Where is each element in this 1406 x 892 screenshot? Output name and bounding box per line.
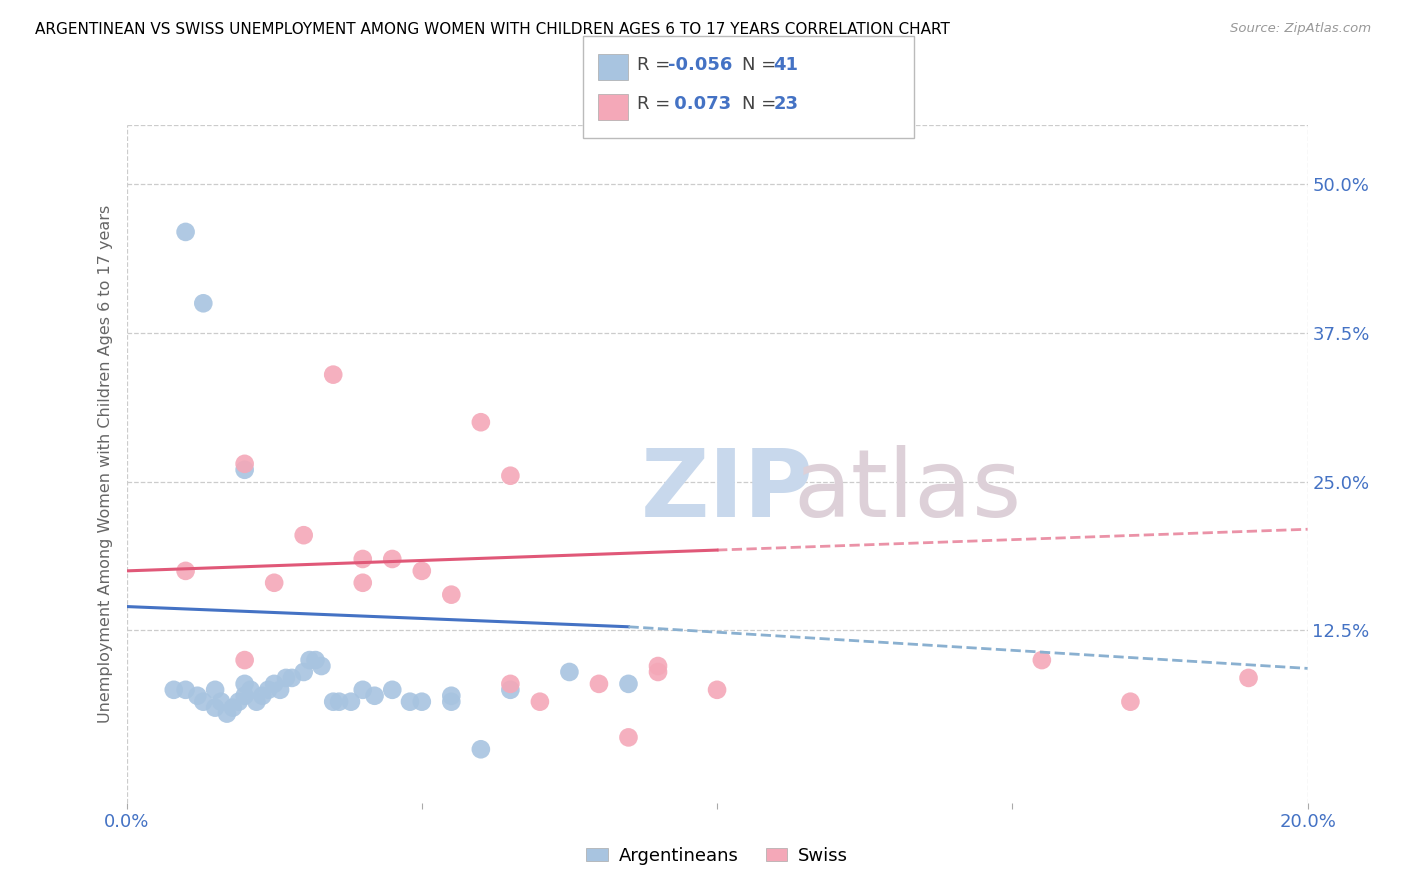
Point — [263, 575, 285, 590]
Point — [233, 457, 256, 471]
Point — [186, 689, 208, 703]
Point — [222, 700, 245, 714]
Text: N =: N = — [742, 95, 782, 113]
Point — [233, 677, 256, 691]
Text: R =: R = — [637, 56, 676, 74]
Point — [328, 695, 350, 709]
Point — [411, 695, 433, 709]
Point — [209, 695, 232, 709]
Text: ARGENTINEAN VS SWISS UNEMPLOYMENT AMONG WOMEN WITH CHILDREN AGES 6 TO 17 YEARS C: ARGENTINEAN VS SWISS UNEMPLOYMENT AMONG … — [35, 22, 950, 37]
Point — [499, 468, 522, 483]
Point — [617, 677, 640, 691]
Text: R =: R = — [637, 95, 676, 113]
Text: Source: ZipAtlas.com: Source: ZipAtlas.com — [1230, 22, 1371, 36]
Text: 41: 41 — [773, 56, 799, 74]
Text: ZIP: ZIP — [640, 445, 813, 537]
Point — [440, 695, 463, 709]
Point — [558, 665, 581, 679]
Point — [193, 296, 215, 310]
Text: -0.056: -0.056 — [668, 56, 733, 74]
Point — [163, 682, 186, 697]
Point — [233, 653, 256, 667]
Point — [263, 677, 285, 691]
Point — [274, 671, 297, 685]
Point — [617, 731, 640, 745]
Point — [322, 695, 344, 709]
Point — [1237, 671, 1260, 685]
Y-axis label: Unemployment Among Women with Children Ages 6 to 17 years: Unemployment Among Women with Children A… — [97, 205, 112, 723]
Point — [298, 653, 321, 667]
Point — [352, 575, 374, 590]
Point — [352, 682, 374, 697]
Point — [174, 564, 197, 578]
Point — [311, 659, 333, 673]
Point — [233, 689, 256, 703]
Legend: Argentineans, Swiss: Argentineans, Swiss — [579, 839, 855, 871]
Point — [292, 665, 315, 679]
Point — [381, 552, 404, 566]
Point — [257, 682, 280, 697]
Point — [363, 689, 385, 703]
Point — [252, 689, 274, 703]
Point — [499, 682, 522, 697]
Point — [381, 682, 404, 697]
Point — [647, 665, 669, 679]
Point — [1031, 653, 1053, 667]
Point — [340, 695, 363, 709]
Text: 0.073: 0.073 — [668, 95, 731, 113]
Text: 23: 23 — [773, 95, 799, 113]
Point — [174, 225, 197, 239]
Point — [647, 659, 669, 673]
Point — [1119, 695, 1142, 709]
Point — [233, 463, 256, 477]
Text: N =: N = — [742, 56, 782, 74]
Point — [352, 552, 374, 566]
Point — [588, 677, 610, 691]
Point — [239, 682, 262, 697]
Point — [706, 682, 728, 697]
Point — [411, 564, 433, 578]
Text: atlas: atlas — [794, 445, 1022, 537]
Point — [304, 653, 326, 667]
Point — [228, 695, 250, 709]
Point — [204, 700, 226, 714]
Point — [322, 368, 344, 382]
Point — [245, 695, 267, 709]
Point — [193, 695, 215, 709]
Point — [470, 742, 492, 756]
Point — [174, 682, 197, 697]
Point — [440, 689, 463, 703]
Point — [529, 695, 551, 709]
Point — [281, 671, 304, 685]
Point — [215, 706, 238, 721]
Point — [292, 528, 315, 542]
Point — [269, 682, 291, 697]
Point — [499, 677, 522, 691]
Point — [399, 695, 422, 709]
Point — [204, 682, 226, 697]
Point — [470, 415, 492, 429]
Point — [440, 588, 463, 602]
